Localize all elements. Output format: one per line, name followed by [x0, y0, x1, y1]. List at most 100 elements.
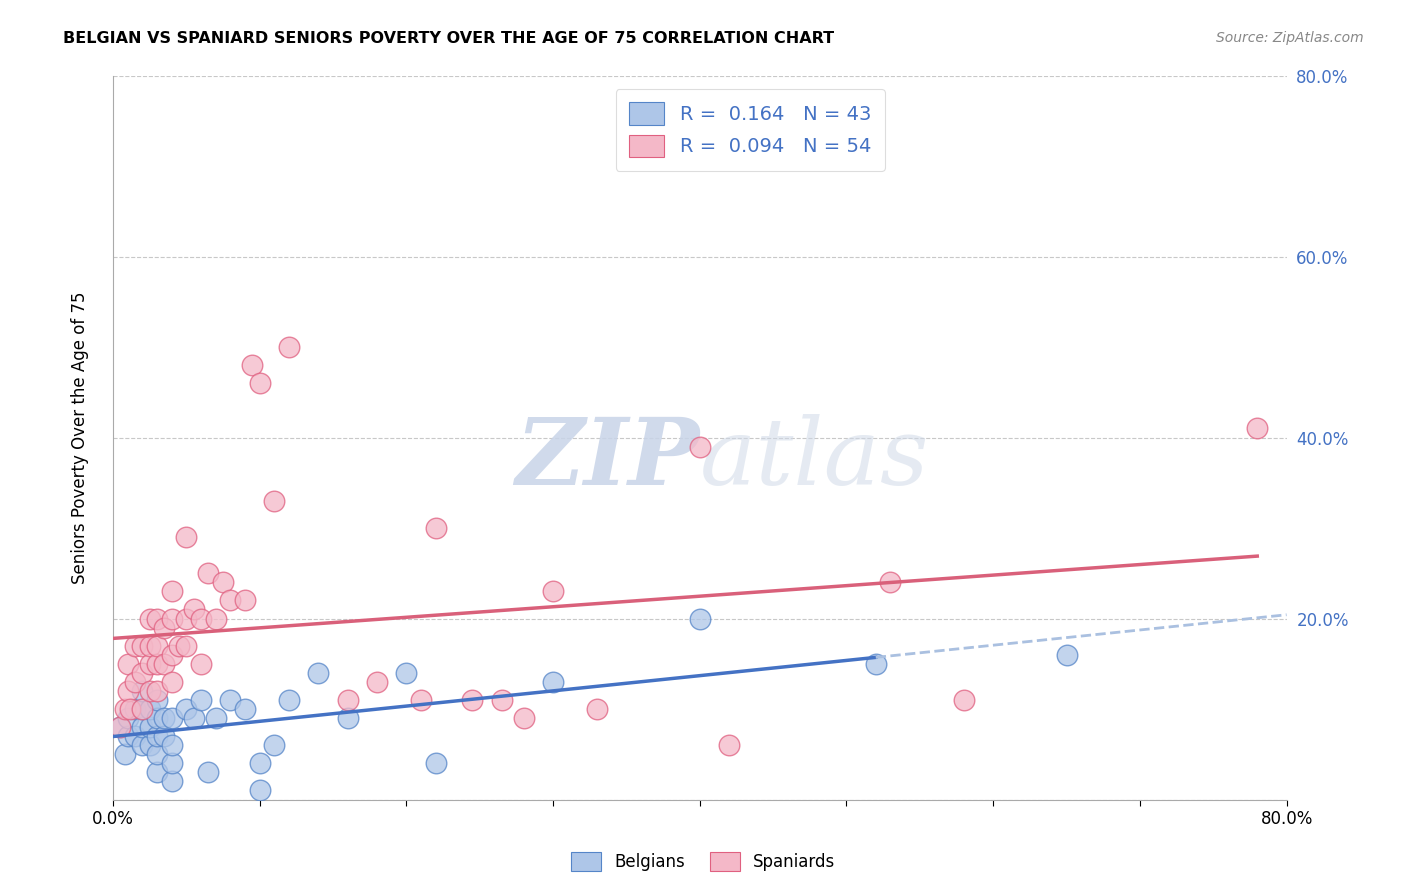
Point [249, 376, 271, 391]
Point [219, 693, 242, 707]
Point [718, 738, 741, 752]
Point [146, 693, 169, 707]
Point [1246, 421, 1268, 435]
Text: BELGIAN VS SPANIARD SENIORS POVERTY OVER THE AGE OF 75 CORRELATION CHART: BELGIAN VS SPANIARD SENIORS POVERTY OVER… [63, 31, 834, 46]
Point [108, 720, 131, 734]
Point [131, 738, 153, 752]
Point [541, 584, 564, 599]
Text: Source: ZipAtlas.com: Source: ZipAtlas.com [1216, 31, 1364, 45]
Point [160, 756, 183, 771]
Point [263, 738, 285, 752]
Point [160, 711, 183, 725]
Point [160, 738, 183, 752]
Point [114, 747, 136, 762]
Point [174, 611, 197, 625]
Point [586, 702, 609, 716]
Point [425, 756, 447, 771]
Point [160, 611, 183, 625]
Point [336, 693, 359, 707]
Point [409, 693, 432, 707]
Point [263, 494, 285, 508]
Point [233, 593, 256, 607]
Point [146, 657, 169, 671]
Point [879, 575, 901, 590]
Point [120, 702, 142, 716]
Point [138, 720, 160, 734]
Point [160, 648, 183, 662]
Point [160, 584, 183, 599]
Point [689, 440, 711, 454]
Point [138, 684, 160, 698]
Point [117, 711, 139, 725]
Point [124, 702, 146, 716]
Point [249, 783, 271, 797]
Point [277, 340, 299, 354]
Point [1056, 648, 1078, 662]
Legend: Belgians, Spaniards: Belgians, Spaniards [562, 843, 844, 880]
Point [160, 674, 183, 689]
Point [124, 674, 146, 689]
Point [395, 665, 418, 680]
Y-axis label: Seniors Poverty Over the Age of 75: Seniors Poverty Over the Age of 75 [72, 292, 89, 583]
Point [190, 657, 212, 671]
Point [124, 729, 146, 743]
Point [197, 566, 219, 581]
Point [146, 711, 169, 725]
Point [146, 684, 169, 698]
Point [461, 693, 484, 707]
Point [108, 720, 131, 734]
Point [190, 611, 212, 625]
Point [307, 665, 329, 680]
Point [204, 711, 226, 725]
Point [865, 657, 887, 671]
Point [146, 611, 169, 625]
Point [131, 720, 153, 734]
Point [512, 711, 534, 725]
Legend: R =  0.164   N = 43, R =  0.094   N = 54: R = 0.164 N = 43, R = 0.094 N = 54 [616, 89, 884, 170]
Point [174, 639, 197, 653]
Text: atlas: atlas [700, 414, 929, 504]
Point [174, 702, 197, 716]
Point [146, 729, 169, 743]
Point [131, 639, 153, 653]
Point [153, 711, 176, 725]
Point [138, 657, 160, 671]
Point [336, 711, 359, 725]
Point [219, 593, 242, 607]
Point [190, 693, 212, 707]
Point [183, 711, 205, 725]
Point [160, 774, 183, 789]
Point [212, 575, 235, 590]
Point [197, 765, 219, 780]
Point [146, 765, 169, 780]
Point [953, 693, 976, 707]
Point [425, 521, 447, 535]
Point [114, 702, 136, 716]
Point [138, 611, 160, 625]
Point [117, 729, 139, 743]
Point [689, 611, 711, 625]
Point [138, 702, 160, 716]
Point [277, 693, 299, 707]
Point [131, 702, 153, 716]
Point [117, 657, 139, 671]
Point [366, 674, 388, 689]
Point [491, 693, 513, 707]
Point [183, 602, 205, 616]
Point [117, 684, 139, 698]
Point [174, 530, 197, 544]
Point [131, 665, 153, 680]
Point [153, 657, 176, 671]
Point [146, 639, 169, 653]
Point [131, 702, 153, 716]
Point [204, 611, 226, 625]
Point [153, 729, 176, 743]
Point [541, 674, 564, 689]
Point [233, 702, 256, 716]
Point [146, 747, 169, 762]
Point [138, 639, 160, 653]
Point [167, 639, 190, 653]
Point [153, 621, 176, 635]
Point [249, 756, 271, 771]
Point [131, 684, 153, 698]
